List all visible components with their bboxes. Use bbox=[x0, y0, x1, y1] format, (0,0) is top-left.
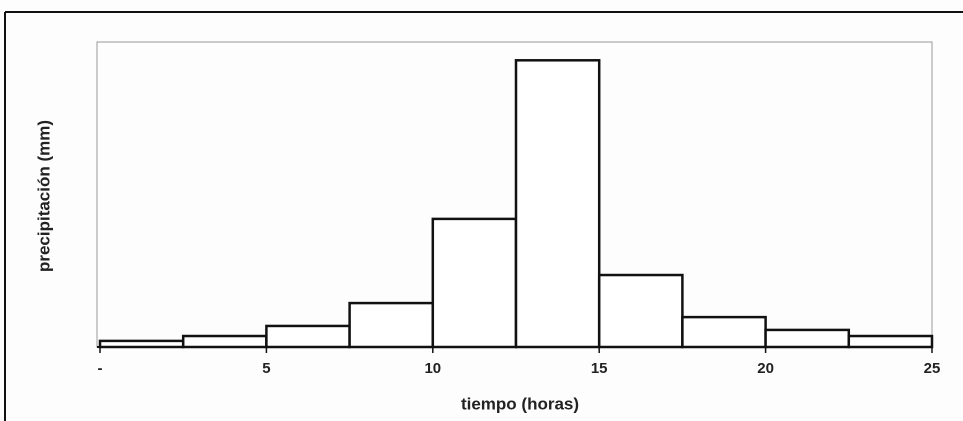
bar bbox=[181, 334, 268, 349]
x-tick-label: 25 bbox=[924, 360, 941, 377]
y-axis-label: precipitación (mm) bbox=[34, 120, 53, 272]
bar bbox=[597, 273, 684, 349]
bar bbox=[847, 334, 934, 349]
bar bbox=[764, 328, 851, 349]
x-tick-label: 15 bbox=[591, 360, 608, 377]
x-axis-label: tiempo (horas) bbox=[461, 394, 579, 413]
x-tick-label: 20 bbox=[757, 360, 774, 377]
x-tick-label: - bbox=[98, 360, 103, 377]
bar bbox=[514, 59, 601, 349]
bar bbox=[348, 301, 435, 349]
bar bbox=[681, 315, 767, 349]
x-tick-label: 10 bbox=[424, 360, 441, 377]
bar bbox=[431, 217, 518, 349]
x-tick-label: 5 bbox=[262, 360, 270, 377]
bar bbox=[265, 324, 351, 349]
